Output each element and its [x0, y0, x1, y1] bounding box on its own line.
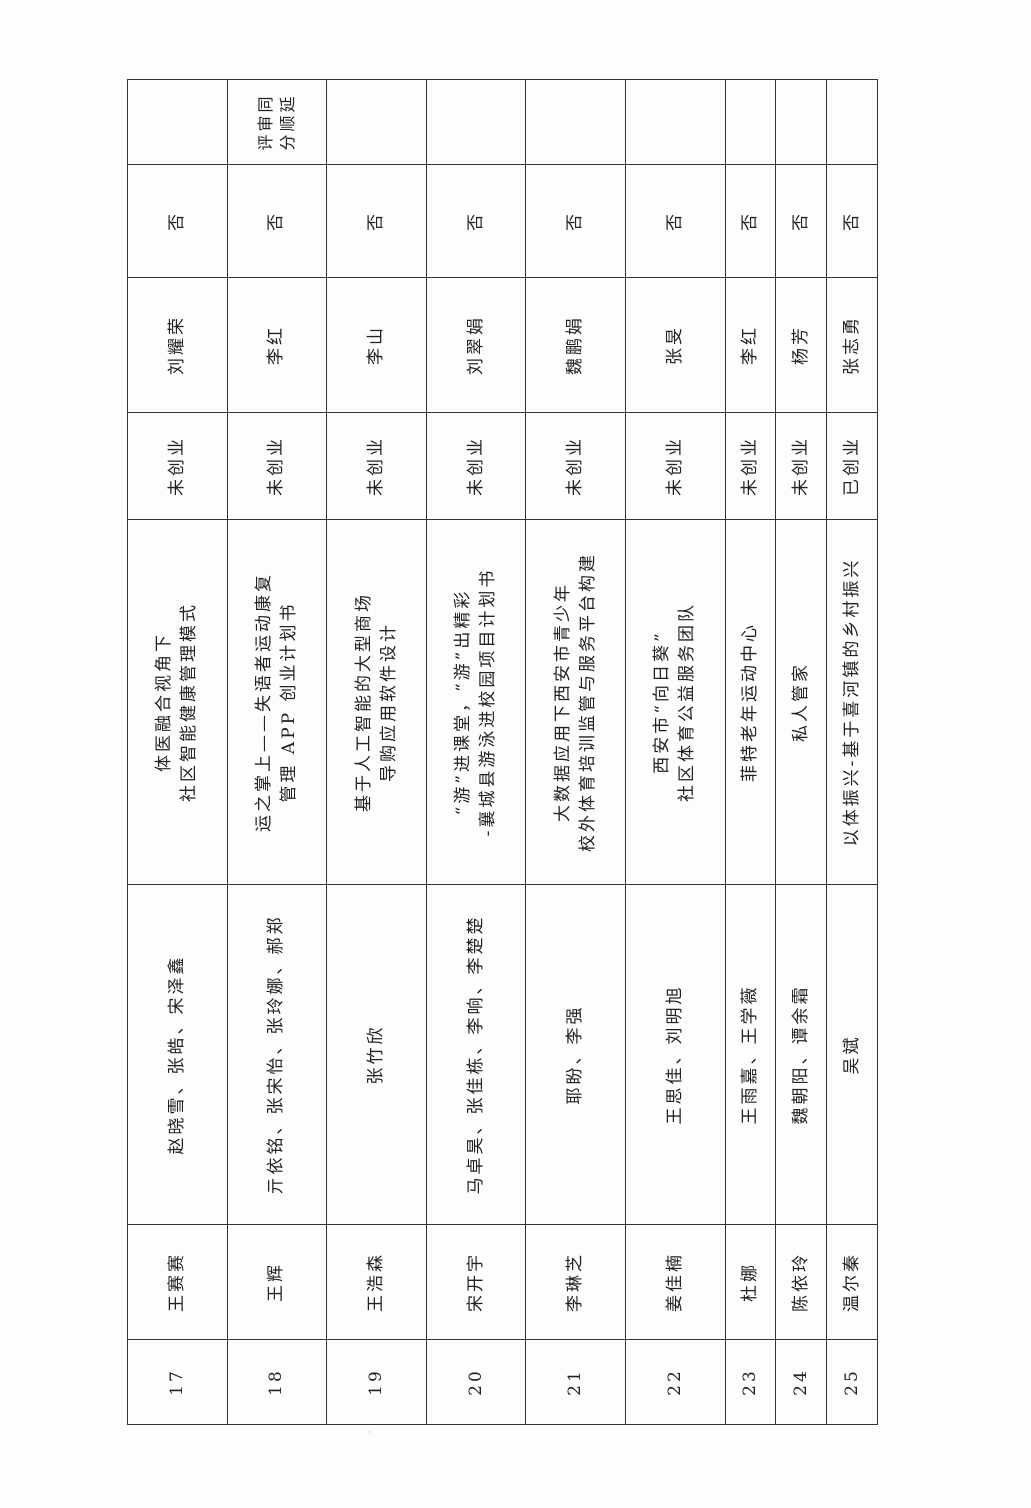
flag-cell: 否 — [227, 164, 327, 278]
remark — [775, 79, 827, 165]
team-members: 张竹欣 — [326, 884, 427, 1225]
team-members: 王思佳、刘明旭 — [625, 884, 726, 1225]
row-number: 22 — [625, 1339, 726, 1425]
table-row: 23 杜娜 王雨嘉、王学薇 菲特老年运动中心 未创业 李红否 — [725, 79, 776, 1425]
leader-name: 宋开宇 — [426, 1224, 526, 1340]
team-members: 马卓昊、张佳栋、李响、李楚楚 — [426, 884, 526, 1225]
row-number: 21 — [525, 1339, 626, 1425]
row-number: 17 — [127, 1339, 228, 1425]
project-title: 体医融合视角下 社区智能健康管理模式 — [127, 519, 228, 885]
project-title: 私人管家 — [775, 519, 827, 885]
table-row: 19 王浩森 张竹欣 基于人工智能的大型商场 导购应用软件设计 未创业 李山否 — [326, 79, 427, 1425]
leader-name: 王浩森 — [326, 1224, 427, 1340]
table-body: 17 王赛赛 赵晓雪、张皓、宋泽鑫 体医融合视角下 社区智能健康管理模式 未创业 刘耀荣否… — [127, 79, 878, 1425]
venture-status: 未创业 — [127, 412, 228, 520]
venture-status: 未创业 — [227, 412, 327, 520]
leader-name: 王辉 — [227, 1224, 327, 1340]
table-row: 17 王赛赛 赵晓雪、张皓、宋泽鑫 体医融合视角下 社区智能健康管理模式 未创业 刘耀荣否 — [127, 79, 228, 1425]
venture-status: 未创业 — [326, 412, 427, 520]
remark — [326, 79, 427, 165]
row-number: 19 — [326, 1339, 427, 1425]
table-row: 22 姜佳楠 王思佳、刘明旭 西安市“向日葵” 社区体育公益服务团队 未创业 张旻否 — [625, 79, 726, 1425]
remark — [525, 79, 626, 165]
flag-cell: 否 — [725, 164, 776, 278]
scan-mark: · — [368, 1428, 371, 1438]
advisor-name: 杨芳 — [775, 277, 827, 413]
remark — [725, 79, 776, 165]
flag-cell: 否 — [826, 164, 878, 278]
advisor-name: 李红 — [725, 277, 776, 413]
remark — [426, 79, 526, 165]
flag-cell: 否 — [625, 164, 726, 278]
project-title: 运之掌上——失语者运动康复 管理 APP 创业计划书 — [227, 519, 327, 885]
project-title: 基于人工智能的大型商场 导购应用软件设计 — [326, 519, 427, 885]
project-title: “游”进课堂，“游”出精彩 -襄城县游泳进校园项目计划书 — [426, 519, 526, 885]
remark — [826, 79, 878, 165]
venture-status: 未创业 — [725, 412, 776, 520]
leader-name: 温尔秦 — [826, 1224, 878, 1340]
flag-cell: 否 — [426, 164, 526, 278]
venture-status: 已创业 — [826, 412, 878, 520]
advisor-name: 李山 — [326, 277, 427, 413]
project-title: 西安市“向日葵” 社区体育公益服务团队 — [625, 519, 726, 885]
leader-name: 姜佳楠 — [625, 1224, 726, 1340]
project-title: 以体振兴-基于喜河镇的乡村振兴 — [826, 519, 878, 885]
project-title: 大数据应用下西安市青少年 校外体育培训监管与服务平台构建 — [525, 519, 626, 885]
project-table: 17 王赛赛 赵晓雪、张皓、宋泽鑫 体医融合视角下 社区智能健康管理模式 未创业 刘耀荣否… — [127, 79, 878, 1425]
advisor-name: 张旻 — [625, 277, 726, 413]
row-number: 24 — [775, 1339, 827, 1425]
team-members: 耶盼、李强 — [525, 884, 626, 1225]
advisor-name: 李红 — [227, 277, 327, 413]
row-number: 18 — [227, 1339, 327, 1425]
team-members: 魏朝阳、谭余霜 — [775, 884, 827, 1225]
row-number: 25 — [826, 1339, 878, 1425]
leader-name: 陈依玲 — [775, 1224, 827, 1340]
team-members: 赵晓雪、张皓、宋泽鑫 — [127, 884, 228, 1225]
table-row: 24 陈依玲 魏朝阳、谭余霜 私人管家 未创业 杨芳否 — [775, 79, 827, 1425]
table-row: 20 宋开宇 马卓昊、张佳栋、李响、李楚楚 “游”进课堂，“游”出精彩 -襄城县游泳进… — [426, 79, 526, 1425]
row-number: 23 — [725, 1339, 776, 1425]
venture-status: 未创业 — [525, 412, 626, 520]
advisor-name: 刘耀荣 — [127, 277, 228, 413]
table-row: 18 王辉 亓依铭、张宋怡、张玲娜、郝郑 运之掌上——失语者运动康复 管理 APP 创… — [227, 79, 327, 1425]
venture-status: 未创业 — [426, 412, 526, 520]
flag-cell: 否 — [775, 164, 827, 278]
team-members: 亓依铭、张宋怡、张玲娜、郝郑 — [227, 884, 327, 1225]
remark — [127, 79, 228, 165]
leader-name: 王赛赛 — [127, 1224, 228, 1340]
row-number: 20 — [426, 1339, 526, 1425]
rotated-table-sheet: 17 王赛赛 赵晓雪、张皓、宋泽鑫 体医融合视角下 社区智能健康管理模式 未创业 刘耀荣否… — [127, 79, 878, 1425]
flag-cell: 否 — [127, 164, 228, 278]
flag-cell: 否 — [525, 164, 626, 278]
team-members: 吴斌 — [826, 884, 878, 1225]
remark: 评审同 分顺延 — [227, 79, 327, 165]
advisor-name: 张志勇 — [826, 277, 878, 413]
advisor-name: 魏鹏娟 — [525, 277, 626, 413]
advisor-name: 刘翠娟 — [426, 277, 526, 413]
project-title: 菲特老年运动中心 — [725, 519, 776, 885]
table-row: 25 温尔秦 吴斌 以体振兴-基于喜河镇的乡村振兴 已创业 张志勇否 — [826, 79, 878, 1425]
flag-cell: 否 — [326, 164, 427, 278]
leader-name: 杜娜 — [725, 1224, 776, 1340]
team-members: 王雨嘉、王学薇 — [725, 884, 776, 1225]
leader-name: 李琳芝 — [525, 1224, 626, 1340]
venture-status: 未创业 — [625, 412, 726, 520]
remark — [625, 79, 726, 165]
venture-status: 未创业 — [775, 412, 827, 520]
table-row: 21 李琳芝 耶盼、李强 大数据应用下西安市青少年 校外体育培训监管与服务平台构建 未创… — [525, 79, 626, 1425]
